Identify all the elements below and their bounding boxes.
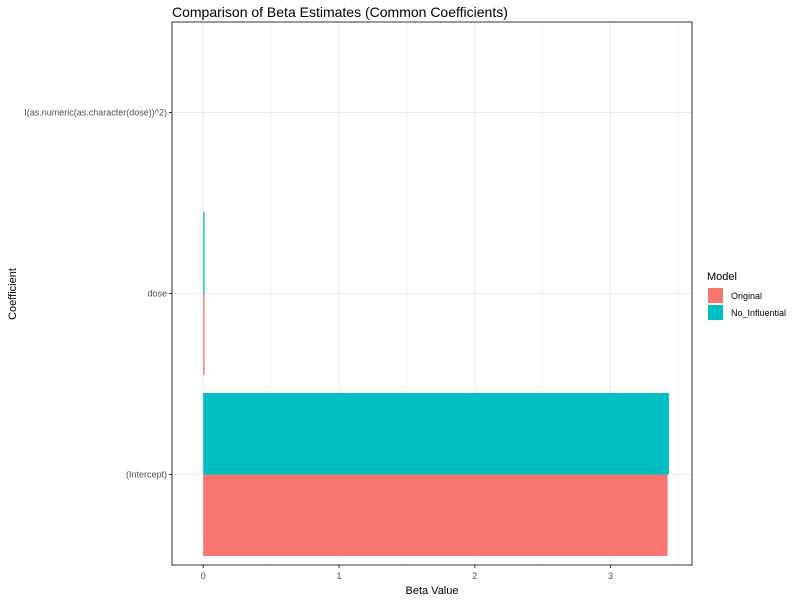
legend-label: Original [731,291,762,301]
chart-title: Comparison of Beta Estimates (Common Coe… [172,4,508,20]
x-axis: 0 1 2 3 [201,565,613,581]
bars [203,212,669,556]
y-axis: (Intercept) dose I(as.numeric(as.character… [24,108,172,480]
legend-swatch [708,305,723,320]
x-tick-label: 3 [608,571,613,581]
bar-original [203,293,205,375]
y-tick-label: (Intercept) [126,470,167,480]
bar-no-influential [203,393,669,475]
x-tick-label: 0 [201,571,206,581]
x-tick-label: 1 [336,571,341,581]
legend: Model Original No_Influential [707,271,786,320]
y-axis-title: Coefficient [7,268,19,320]
legend-swatch [708,288,723,303]
legend-title: Model [707,271,737,283]
y-tick-label: dose [147,289,167,299]
x-tick-label: 2 [472,571,477,581]
y-tick-label: I(as.numeric(as.character(dose))^2) [24,108,167,118]
bar-no-influential [203,212,205,294]
x-axis-title: Beta Value [405,585,458,597]
legend-label: No_Influential [731,308,786,318]
bar-original [203,474,668,556]
